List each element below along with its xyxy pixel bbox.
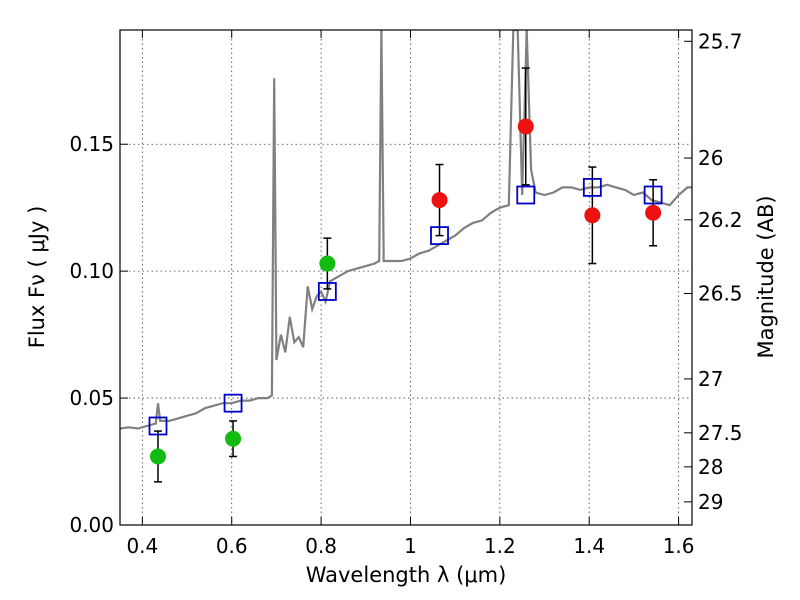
y2-tick-label: 26.5 — [698, 281, 743, 305]
x-tick-label: 1.2 — [484, 534, 516, 558]
model-square-marker — [148, 416, 168, 436]
y2-tick-label: 28 — [698, 455, 723, 479]
model-square-marker — [223, 393, 243, 413]
grid-layer — [120, 30, 692, 526]
y2-tick-label: 25.7 — [698, 29, 743, 53]
y-tick-label: 0.05 — [69, 386, 114, 410]
x-tick-label: 0.4 — [126, 534, 158, 558]
x-tick-label: 1.6 — [663, 534, 695, 558]
observed-point-optical — [319, 255, 336, 272]
y2-tick-label: 26.2 — [698, 208, 743, 232]
y-tick-label: 0.00 — [69, 513, 114, 537]
model-square-marker — [430, 226, 449, 246]
model-square-marker — [643, 185, 663, 205]
spectrum-line — [120, 30, 692, 430]
y-axis-label: Flux Fν ( μJy ) — [25, 206, 49, 349]
y-tick-label: 0.15 — [69, 132, 114, 156]
x-axis-label: Wavelength λ (μm) — [306, 563, 507, 587]
observed-point-nir — [517, 118, 534, 135]
y2-tick-label: 26 — [698, 146, 723, 170]
plot-area — [120, 30, 692, 483]
model-points — [148, 177, 663, 436]
ticks-layer: 0.4 0.6 0.8 1 1.2 1.4 1.6 0.00 0.05 0.10 0.15 25.7 2… — [69, 29, 742, 558]
observed-points — [149, 118, 662, 465]
model-square-marker — [317, 282, 337, 301]
x-tick-label: 1.4 — [573, 534, 605, 558]
x-tick-label: 1 — [404, 534, 417, 558]
model-square-marker — [582, 177, 602, 197]
y2-tick-label: 29 — [698, 490, 723, 514]
y2-axis-label: Magnitude (AB) — [754, 195, 778, 358]
observed-point-nir — [431, 192, 448, 209]
observed-point-nir — [645, 204, 662, 221]
observed-point-nir — [584, 207, 601, 224]
observed-point-optical — [149, 448, 166, 465]
plot-frame — [119, 29, 693, 526]
x-tick-label: 0.6 — [216, 534, 248, 558]
x-tick-label: 0.8 — [305, 534, 337, 558]
error-bars — [153, 67, 658, 483]
y2-tick-label: 27.5 — [698, 421, 743, 445]
observed-point-optical — [225, 430, 242, 447]
y2-tick-label: 27 — [698, 367, 723, 391]
model-square-marker — [516, 185, 536, 205]
y-tick-label: 0.10 — [69, 259, 114, 283]
